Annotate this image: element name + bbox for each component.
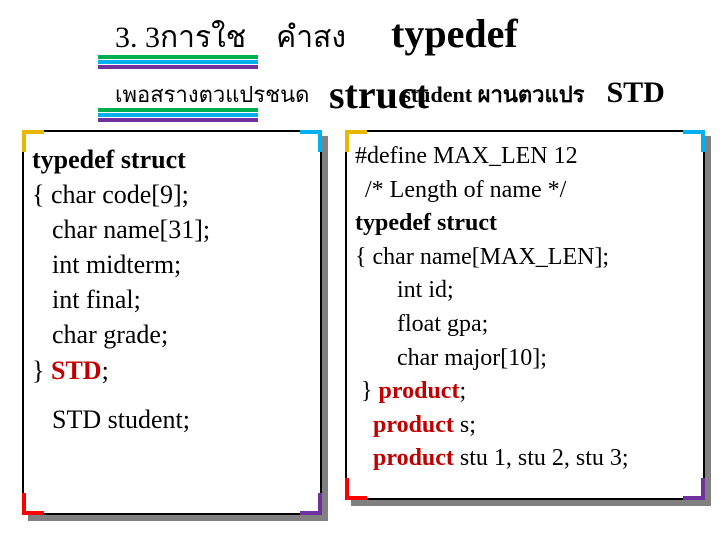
- keyword-struct: struct: [329, 72, 429, 117]
- code-line: { char code[9];: [32, 177, 312, 212]
- code-line: float gpa;: [355, 308, 695, 342]
- title-line-2: เพอสรางตวแปรชนด struct student ผานตวแปร …: [115, 65, 665, 112]
- type-std: STD: [51, 356, 102, 385]
- underline-2: [98, 108, 258, 122]
- code-box-right: #define MAX_LEN 12 /* Length of name */ …: [345, 130, 705, 500]
- corner-icon: [22, 493, 44, 515]
- brace: }: [32, 356, 44, 385]
- vars: stu 1, stu 2, stu 3;: [454, 445, 629, 471]
- code-line: product stu 1, stu 2, stu 3;: [355, 442, 695, 476]
- corner-icon: [683, 478, 705, 500]
- title-text-2b: student ผานตวแปร: [402, 82, 584, 107]
- code-line: /* Length of name */: [355, 174, 695, 208]
- type-product: product: [379, 378, 460, 404]
- title-text-2c: STD: [606, 76, 664, 109]
- corner-icon: [345, 478, 367, 500]
- code-line: char major[10];: [355, 342, 695, 376]
- corner-icon: [683, 130, 705, 152]
- type-product: product: [373, 412, 454, 438]
- code-line: STD student;: [32, 402, 312, 437]
- slide-title: 3. 3การใช คำสง typedef เพอสรางตวแปรชนด s…: [0, 10, 720, 120]
- semi: ;: [459, 378, 466, 404]
- code-line: } product;: [355, 375, 695, 409]
- code-box-left: typedef struct { char code[9]; char name…: [22, 130, 322, 515]
- title-text-1a: 3. 3การใช: [115, 21, 246, 54]
- type-product: product: [373, 445, 454, 471]
- code-line: typedef struct: [355, 207, 695, 241]
- title-text-1b: คำสง: [276, 21, 346, 54]
- keyword-typedef: typedef: [391, 11, 518, 56]
- title-line-1: 3. 3การใช คำสง typedef: [115, 10, 518, 61]
- code-line: product s;: [355, 409, 695, 443]
- vars: s;: [454, 412, 476, 438]
- code-line: int midterm;: [32, 247, 312, 282]
- corner-icon: [22, 130, 44, 152]
- code-line: char grade;: [32, 317, 312, 352]
- code-line: } STD;: [32, 353, 312, 388]
- semi: ;: [102, 356, 109, 385]
- corner-icon: [345, 130, 367, 152]
- code-line: typedef struct: [32, 142, 312, 177]
- title-text-2a: เพอสรางตวแปรชนด: [115, 82, 309, 107]
- code-line: char name[31];: [32, 212, 312, 247]
- code-line: int id;: [355, 274, 695, 308]
- brace: }: [361, 378, 373, 404]
- code-line: { char name[MAX_LEN];: [355, 241, 695, 275]
- code-line: int final;: [32, 282, 312, 317]
- blank-line: [32, 388, 312, 402]
- corner-icon: [300, 493, 322, 515]
- corner-icon: [300, 130, 322, 152]
- code-line: #define MAX_LEN 12: [355, 140, 695, 174]
